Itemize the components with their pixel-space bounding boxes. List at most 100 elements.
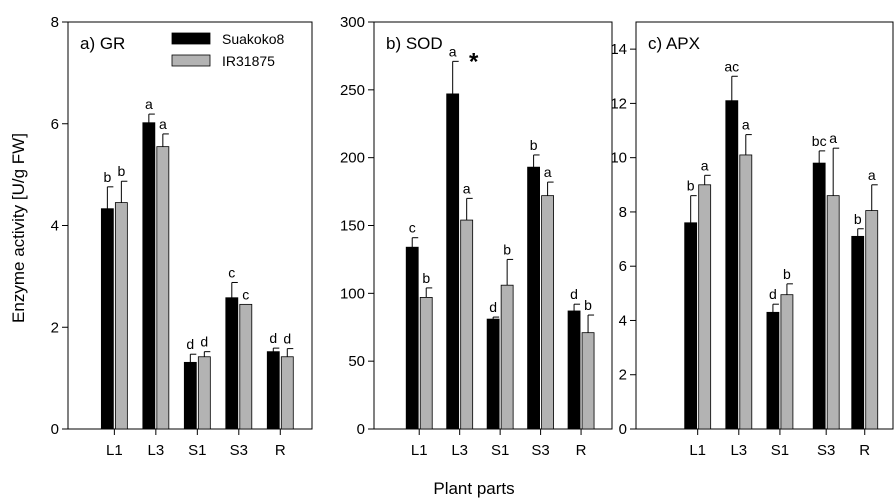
bar-ir31875-r	[280, 356, 294, 430]
significance-label: b	[854, 211, 862, 227]
bar-ir31875-l3	[739, 154, 753, 430]
x-axis-title: Plant parts	[433, 479, 514, 498]
significance-label: a	[145, 96, 153, 112]
significance-label: a	[159, 116, 167, 132]
bar-ir31875-l1	[114, 202, 128, 430]
y-tick-label: 10	[610, 150, 627, 167]
significance-label: b	[687, 178, 695, 194]
bar-ir31875-r	[581, 332, 595, 430]
bar-suakoko8-s3	[812, 162, 826, 430]
bar-ir31875-s1	[780, 294, 794, 430]
significance-label: bc	[812, 133, 827, 149]
x-tick-label: L1	[106, 442, 123, 459]
significance-asterisk: *	[469, 48, 479, 75]
legend-swatch-ir31875	[171, 54, 211, 67]
significance-label: a	[701, 157, 709, 173]
bar-ir31875-l1	[419, 297, 433, 430]
significance-label: a	[544, 164, 552, 180]
significance-label: b	[422, 270, 430, 286]
y-tick-label: 4	[51, 218, 59, 235]
x-tick-label: L1	[411, 442, 428, 459]
y-tick-label: 250	[340, 82, 365, 99]
x-tick-label: L1	[689, 442, 706, 459]
bar-ir31875-l3	[460, 219, 474, 430]
significance-label: b	[503, 241, 511, 257]
bar-ir31875-s1	[197, 356, 211, 430]
x-tick-label: R	[576, 442, 587, 459]
y-tick-label: 6	[619, 258, 627, 275]
panel-title: a) GR	[80, 34, 125, 53]
significance-label: b	[584, 297, 592, 313]
significance-label: d	[769, 286, 777, 302]
x-tick-label: S3	[230, 442, 248, 459]
bar-ir31875-l3	[156, 146, 170, 430]
significance-label: ac	[724, 58, 739, 74]
significance-label: b	[530, 137, 538, 153]
bar-ir31875-r	[865, 210, 879, 430]
x-tick-label: R	[859, 442, 870, 459]
x-tick-label: S3	[531, 442, 549, 459]
y-tick-label: 0	[619, 421, 627, 438]
significance-label: d	[186, 336, 194, 352]
significance-label: c	[242, 286, 249, 302]
bar-suakoko8-l1	[100, 208, 114, 430]
bar-suakoko8-l3	[725, 100, 739, 430]
significance-label: d	[283, 331, 291, 347]
significance-label: c	[228, 264, 235, 280]
x-tick-label: L3	[730, 442, 747, 459]
significance-label: d	[570, 286, 578, 302]
y-tick-label: 300	[340, 14, 365, 31]
bar-ir31875-s1	[500, 284, 514, 430]
significance-label: a	[449, 43, 457, 59]
significance-label: d	[489, 299, 497, 315]
panel-title: c) APX	[648, 34, 700, 53]
legend-label-ir31875: IR31875	[222, 53, 275, 69]
bar-suakoko8-s3	[225, 297, 239, 430]
bar-suakoko8-r	[266, 351, 280, 430]
bar-ir31875-s3	[541, 195, 554, 430]
bar-ir31875-s3	[826, 195, 840, 430]
bar-ir31875-l1	[698, 184, 712, 430]
y-tick-label: 100	[340, 285, 365, 302]
y-tick-label: 8	[51, 14, 59, 31]
significance-label: a	[868, 167, 876, 183]
significance-label: a	[742, 117, 750, 133]
y-tick-label: 2	[619, 367, 627, 384]
y-tick-label: 2	[51, 319, 59, 336]
plot-frame	[635, 21, 894, 430]
significance-label: d	[200, 334, 208, 350]
y-tick-label: 0	[357, 421, 365, 438]
bar-suakoko8-l3	[446, 93, 460, 430]
panel-title: b) SOD	[386, 34, 443, 53]
significance-label: b	[103, 169, 111, 185]
significance-label: a	[463, 180, 471, 196]
significance-label: c	[409, 220, 416, 236]
y-tick-label: 4	[619, 312, 627, 329]
significance-label: b	[117, 163, 125, 179]
y-tick-label: 12	[610, 95, 627, 112]
y-tick-label: 150	[340, 218, 365, 235]
bar-ir31875-s3	[239, 303, 253, 430]
bar-suakoko8-l1	[684, 222, 698, 430]
x-tick-label: S3	[817, 442, 835, 459]
y-tick-label: 0	[51, 421, 59, 438]
y-tick-label: 6	[51, 116, 59, 133]
y-tick-label: 200	[340, 150, 365, 167]
bar-suakoko8-r	[567, 310, 581, 430]
x-tick-label: S1	[771, 442, 789, 459]
x-tick-label: S1	[491, 442, 509, 459]
y-tick-label: 14	[610, 41, 627, 58]
significance-label: b	[783, 266, 791, 282]
bar-suakoko8-s3	[527, 166, 540, 430]
x-tick-label: L3	[451, 442, 468, 459]
x-tick-label: R	[275, 442, 286, 459]
y-axis-title: Enzyme activity [U/g FW]	[9, 133, 28, 323]
bar-suakoko8-s1	[486, 318, 500, 430]
x-tick-label: S1	[188, 442, 206, 459]
x-tick-label: L3	[147, 442, 164, 459]
